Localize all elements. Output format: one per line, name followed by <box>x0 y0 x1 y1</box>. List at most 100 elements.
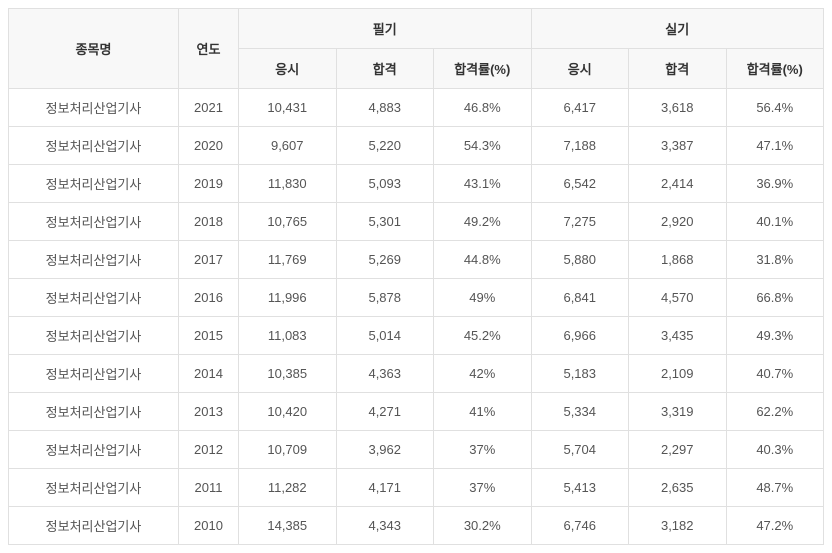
cell-written-rate: 45.2% <box>434 317 532 355</box>
cell-name: 정보처리산업기사 <box>9 127 179 165</box>
cell-written-applicants: 10,385 <box>239 355 337 393</box>
cell-year: 2013 <box>179 393 239 431</box>
cell-written-applicants: 11,830 <box>239 165 337 203</box>
cell-written-applicants: 10,431 <box>239 89 337 127</box>
cell-written-applicants: 11,769 <box>239 241 337 279</box>
table-row: 정보처리산업기사201611,9965,87849%6,8414,57066.8… <box>9 279 824 317</box>
cell-practical-passers: 2,635 <box>629 469 727 507</box>
header-practical: 실기 <box>531 9 824 49</box>
cell-year: 2019 <box>179 165 239 203</box>
cell-written-rate: 30.2% <box>434 507 532 545</box>
cell-name: 정보처리산업기사 <box>9 355 179 393</box>
cell-practical-applicants: 6,746 <box>531 507 629 545</box>
table-row: 정보처리산업기사201511,0835,01445.2%6,9663,43549… <box>9 317 824 355</box>
cell-practical-applicants: 5,880 <box>531 241 629 279</box>
cell-written-rate: 49.2% <box>434 203 532 241</box>
cell-name: 정보처리산업기사 <box>9 507 179 545</box>
cell-practical-applicants: 5,334 <box>531 393 629 431</box>
table-row: 정보처리산업기사20209,6075,22054.3%7,1883,38747.… <box>9 127 824 165</box>
cell-practical-rate: 62.2% <box>726 393 824 431</box>
cell-practical-rate: 36.9% <box>726 165 824 203</box>
cell-practical-applicants: 5,183 <box>531 355 629 393</box>
cell-written-applicants: 11,282 <box>239 469 337 507</box>
cell-written-passers: 3,962 <box>336 431 434 469</box>
cell-practical-applicants: 5,413 <box>531 469 629 507</box>
cell-practical-passers: 2,920 <box>629 203 727 241</box>
cell-practical-applicants: 7,188 <box>531 127 629 165</box>
header-written: 필기 <box>239 9 532 49</box>
cell-name: 정보처리산업기사 <box>9 317 179 355</box>
cell-practical-applicants: 7,275 <box>531 203 629 241</box>
cell-practical-rate: 48.7% <box>726 469 824 507</box>
cell-year: 2015 <box>179 317 239 355</box>
table-row: 정보처리산업기사201210,7093,96237%5,7042,29740.3… <box>9 431 824 469</box>
cell-name: 정보처리산업기사 <box>9 241 179 279</box>
cell-written-rate: 46.8% <box>434 89 532 127</box>
cell-year: 2016 <box>179 279 239 317</box>
cell-written-passers: 4,363 <box>336 355 434 393</box>
cell-practical-passers: 4,570 <box>629 279 727 317</box>
header-practical-passers: 합격 <box>629 49 727 89</box>
cell-practical-applicants: 6,542 <box>531 165 629 203</box>
cell-written-rate: 43.1% <box>434 165 532 203</box>
table-row: 정보처리산업기사202110,4314,88346.8%6,4173,61856… <box>9 89 824 127</box>
stats-table: 종목명 연도 필기 실기 응시 합격 합격률(%) 응시 합격 합격률(%) 정… <box>8 8 824 545</box>
cell-written-applicants: 10,709 <box>239 431 337 469</box>
cell-written-passers: 4,883 <box>336 89 434 127</box>
cell-practical-passers: 2,297 <box>629 431 727 469</box>
table-row: 정보처리산업기사201310,4204,27141%5,3343,31962.2… <box>9 393 824 431</box>
cell-written-applicants: 14,385 <box>239 507 337 545</box>
header-written-passers: 합격 <box>336 49 434 89</box>
header-written-rate: 합격률(%) <box>434 49 532 89</box>
cell-practical-rate: 47.2% <box>726 507 824 545</box>
header-written-applicants: 응시 <box>239 49 337 89</box>
cell-practical-applicants: 6,841 <box>531 279 629 317</box>
cell-written-passers: 5,878 <box>336 279 434 317</box>
cell-practical-applicants: 5,704 <box>531 431 629 469</box>
cell-practical-passers: 2,414 <box>629 165 727 203</box>
cell-practical-rate: 40.1% <box>726 203 824 241</box>
cell-year: 2021 <box>179 89 239 127</box>
cell-practical-rate: 66.8% <box>726 279 824 317</box>
header-year: 연도 <box>179 9 239 89</box>
cell-name: 정보처리산업기사 <box>9 393 179 431</box>
cell-practical-passers: 3,182 <box>629 507 727 545</box>
cell-year: 2020 <box>179 127 239 165</box>
cell-practical-passers: 3,618 <box>629 89 727 127</box>
cell-written-passers: 5,220 <box>336 127 434 165</box>
cell-written-applicants: 11,996 <box>239 279 337 317</box>
cell-written-rate: 37% <box>434 431 532 469</box>
cell-written-passers: 4,343 <box>336 507 434 545</box>
table-row: 정보처리산업기사201911,8305,09343.1%6,5422,41436… <box>9 165 824 203</box>
cell-practical-rate: 40.7% <box>726 355 824 393</box>
cell-year: 2010 <box>179 507 239 545</box>
table-row: 정보처리산업기사201410,3854,36342%5,1832,10940.7… <box>9 355 824 393</box>
cell-name: 정보처리산업기사 <box>9 279 179 317</box>
cell-name: 정보처리산업기사 <box>9 431 179 469</box>
table-row: 정보처리산업기사201111,2824,17137%5,4132,63548.7… <box>9 469 824 507</box>
cell-written-rate: 54.3% <box>434 127 532 165</box>
cell-written-rate: 44.8% <box>434 241 532 279</box>
header-practical-applicants: 응시 <box>531 49 629 89</box>
cell-written-rate: 41% <box>434 393 532 431</box>
cell-year: 2018 <box>179 203 239 241</box>
header-practical-rate: 합격률(%) <box>726 49 824 89</box>
cell-practical-passers: 3,435 <box>629 317 727 355</box>
cell-practical-passers: 3,319 <box>629 393 727 431</box>
cell-name: 정보처리산업기사 <box>9 469 179 507</box>
cell-year: 2014 <box>179 355 239 393</box>
cell-name: 정보처리산업기사 <box>9 165 179 203</box>
cell-written-rate: 49% <box>434 279 532 317</box>
cell-written-applicants: 9,607 <box>239 127 337 165</box>
cell-practical-applicants: 6,417 <box>531 89 629 127</box>
table-row: 정보처리산업기사201711,7695,26944.8%5,8801,86831… <box>9 241 824 279</box>
cell-practical-passers: 1,868 <box>629 241 727 279</box>
cell-written-applicants: 10,420 <box>239 393 337 431</box>
cell-written-passers: 5,301 <box>336 203 434 241</box>
table-row: 정보처리산업기사201014,3854,34330.2%6,7463,18247… <box>9 507 824 545</box>
cell-practical-rate: 47.1% <box>726 127 824 165</box>
table-row: 정보처리산업기사201810,7655,30149.2%7,2752,92040… <box>9 203 824 241</box>
cell-year: 2011 <box>179 469 239 507</box>
cell-written-passers: 4,171 <box>336 469 434 507</box>
table-body: 정보처리산업기사202110,4314,88346.8%6,4173,61856… <box>9 89 824 545</box>
